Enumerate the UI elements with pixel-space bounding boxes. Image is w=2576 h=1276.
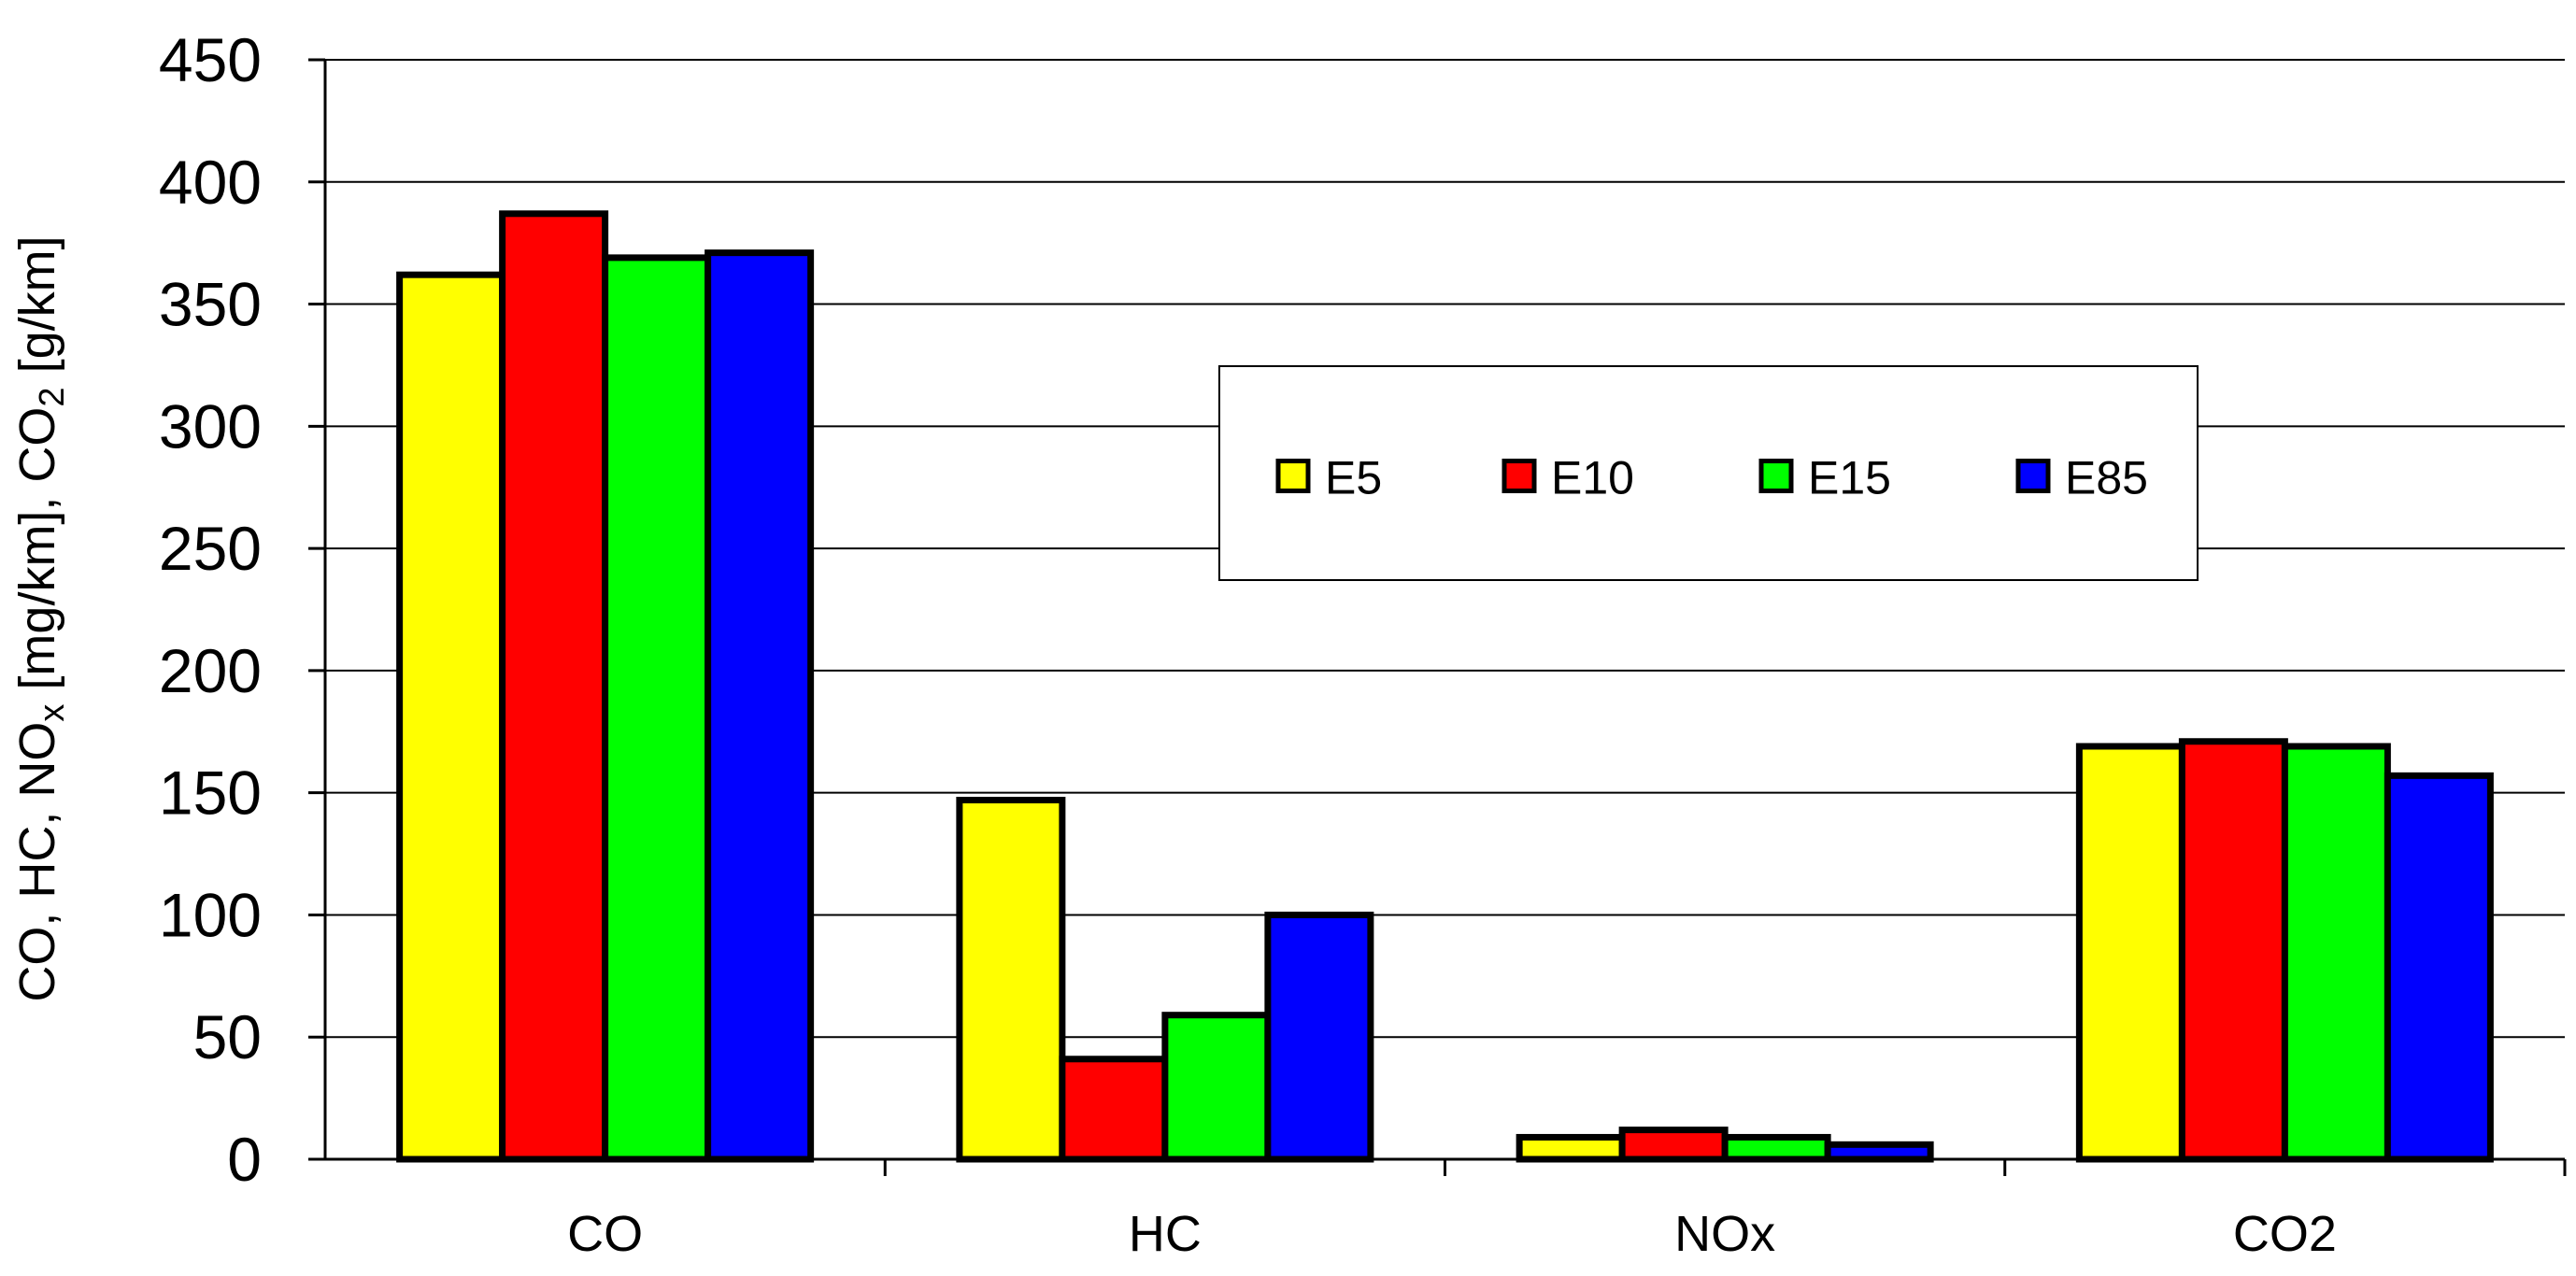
legend: E5 E10 E15 E85 bbox=[1218, 365, 2199, 581]
legend-swatch-e15 bbox=[1758, 459, 1794, 493]
y-tick-label: 150 bbox=[159, 759, 262, 828]
y-tick-label: 100 bbox=[159, 880, 262, 949]
bar-e10-co bbox=[499, 210, 609, 1163]
legend-swatch-e10 bbox=[1501, 459, 1537, 493]
axes bbox=[308, 58, 2567, 1176]
y-tick-label: 50 bbox=[193, 1002, 262, 1071]
bar-e10-hc bbox=[1059, 1056, 1169, 1163]
y-tick-label: 0 bbox=[227, 1125, 262, 1194]
legend-label-e5: E5 bbox=[1325, 452, 1382, 504]
bar-e10-nox bbox=[1618, 1127, 1729, 1163]
bar-e85-co bbox=[704, 249, 815, 1163]
bar-e5-hc bbox=[956, 797, 1066, 1163]
legend-label-e15: E15 bbox=[1808, 452, 1891, 504]
y-tick-label: 250 bbox=[159, 514, 262, 583]
y-axis-label: CO, HC, NOx [mg/km], CO2 [g/km] bbox=[9, 235, 72, 1001]
bar-e5-nox bbox=[1516, 1133, 1626, 1163]
bar-e85-co2 bbox=[2384, 772, 2494, 1163]
x-tick-labels: CO HC NOx CO2 bbox=[567, 1206, 2337, 1262]
y-tick-label: 350 bbox=[159, 270, 262, 339]
x-tick-label: CO bbox=[567, 1206, 643, 1262]
y-tick-label: 200 bbox=[159, 636, 262, 705]
bar-e15-co2 bbox=[2281, 743, 2391, 1163]
bars-group bbox=[396, 210, 2494, 1163]
x-tick-label: HC bbox=[1129, 1206, 1202, 1262]
y-tick-label: 300 bbox=[159, 391, 262, 461]
bar-e85-hc bbox=[1264, 911, 1374, 1163]
bar-e5-co2 bbox=[2075, 743, 2185, 1163]
y-tick-labels: 0 50 100 150 200 250 300 350 400 450 bbox=[159, 25, 262, 1194]
legend-label-e10: E10 bbox=[1551, 452, 1634, 504]
x-tick-label: NOx bbox=[1674, 1206, 1775, 1262]
y-tick-label: 450 bbox=[159, 25, 262, 94]
bar-e15-nox bbox=[1721, 1133, 1831, 1163]
y-tick-label: 400 bbox=[159, 148, 262, 217]
legend-label-e85: E85 bbox=[2065, 452, 2148, 504]
bar-e85-nox bbox=[1824, 1141, 1934, 1163]
bar-e5-co bbox=[396, 271, 506, 1163]
legend-swatch-e5 bbox=[1275, 459, 1311, 493]
legend-swatch-e85 bbox=[2015, 459, 2051, 493]
bar-e15-hc bbox=[1161, 1012, 1272, 1163]
bar-e10-co2 bbox=[2178, 738, 2288, 1163]
x-tick-label: CO2 bbox=[2233, 1206, 2337, 1262]
bar-e15-co bbox=[602, 254, 712, 1163]
